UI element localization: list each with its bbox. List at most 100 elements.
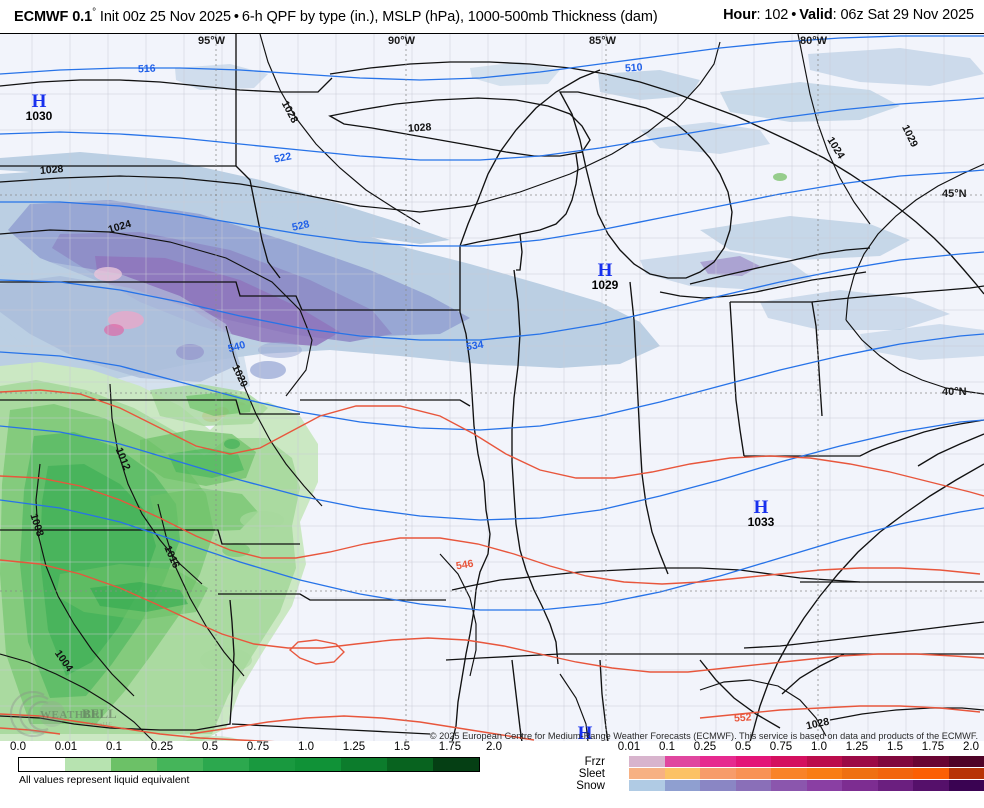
- sleet-swatch: [700, 768, 736, 779]
- lat-label-45n: 45°N: [942, 188, 967, 200]
- model-name: ECMWF 0.1: [14, 8, 93, 25]
- state-boundaries: [0, 34, 984, 742]
- rain-swatch: [295, 758, 341, 771]
- rain-tick: 2.0: [486, 741, 502, 753]
- thickness-contours-red: [0, 389, 984, 742]
- snow-swatch: [842, 780, 878, 791]
- frzr-swatch: [948, 756, 984, 767]
- pressure-center-high-2: H 1029: [591, 260, 619, 292]
- contour-label-516: 516: [137, 62, 156, 76]
- ptype-tick: 1.5: [887, 741, 903, 753]
- snow-swatch: [948, 780, 984, 791]
- contour-label-1028-b: 1028: [407, 121, 432, 135]
- sleet-swatch: [877, 768, 913, 779]
- high-symbol: H: [577, 723, 593, 742]
- ptype-colorbar-ticks: 0.01 0.1 0.25 0.5 0.75 1.0 1.25 1.5 1.75…: [505, 741, 984, 754]
- rain-colorbar-swatches: [18, 757, 480, 772]
- rain-colorbar-ticks: 0.0 0.01 0.1 0.25 0.5 0.75 1.0 1.25 1.5 …: [0, 741, 505, 754]
- rain-swatch: [433, 758, 479, 771]
- rain-swatch: [19, 758, 65, 771]
- header-title: ECMWF 0.1° Init 00z 25 Nov 2025 • 6-h QPF …: [14, 7, 658, 25]
- sleet-swatch: [735, 768, 771, 779]
- high-symbol: H: [597, 260, 613, 281]
- ptype-tick: 2.0: [963, 741, 979, 753]
- qpf-snow-shading: [0, 48, 984, 402]
- lon-label-80w: 80°W: [800, 35, 828, 47]
- header-valid-info: Hour: 102 • Valid: 06z Sat 29 Nov 2025: [723, 7, 974, 23]
- ptype-label-sleet: Sleet: [578, 768, 605, 780]
- rain-tick: 0.01: [54, 741, 78, 753]
- weatherbell-watermark: WEATHER BELL analytics LLC: [9, 691, 117, 737]
- qpf-rain-shading: [0, 173, 787, 742]
- sleet-colorbar-swatches: [629, 768, 984, 779]
- high-symbol: H: [753, 497, 769, 518]
- lon-label-95w: 95°W: [198, 35, 226, 47]
- svg-text:analytics LLC: analytics LLC: [86, 721, 112, 726]
- snow-swatch: [806, 780, 842, 791]
- thickness-contours-blue: [0, 35, 984, 611]
- frzr-swatch: [735, 756, 771, 767]
- header-bullet-1: •: [233, 8, 239, 25]
- field-description: 6-h QPF by type (in.), MSLP (hPa), 1000-…: [241, 8, 658, 25]
- rain-tick: 0.0: [10, 741, 26, 753]
- sleet-swatch: [664, 768, 700, 779]
- rain-tick: 0.75: [246, 741, 270, 753]
- valid-label: Valid: [799, 7, 833, 23]
- header-bar: ECMWF 0.1° Init 00z 25 Nov 2025 • 6-h QPF …: [0, 0, 984, 33]
- svg-text:WEATHER: WEATHER: [40, 709, 101, 721]
- sleet-swatch: [842, 768, 878, 779]
- mslp-contours: [0, 34, 984, 742]
- high-symbol: H: [31, 91, 47, 112]
- header-bullet-2: •: [791, 7, 797, 23]
- valid-value: 06z Sat 29 Nov 2025: [840, 7, 974, 23]
- ptype-tick: 0.25: [693, 741, 717, 753]
- degree-symbol: °: [92, 7, 96, 18]
- ecmwf-credit: © 2025 European Centre for Medium-Range …: [429, 731, 978, 741]
- frzr-swatch: [771, 756, 807, 767]
- rain-swatch: [249, 758, 295, 771]
- rain-swatch: [111, 758, 157, 771]
- ptype-tick: 1.25: [845, 741, 869, 753]
- rain-tick: 0.1: [106, 741, 122, 753]
- ptype-label-frzr: Frzr: [584, 756, 605, 768]
- ptype-tick: 0.5: [735, 741, 751, 753]
- map-canvas[interactable]: 95°W 90°W 85°W 80°W 45°N 40°N H 1030 H 1…: [0, 33, 984, 742]
- frzr-swatch: [664, 756, 700, 767]
- frzr-swatch: [806, 756, 842, 767]
- snow-swatch: [735, 780, 771, 791]
- sleet-swatch: [771, 768, 807, 779]
- contour-label-552: 552: [733, 711, 752, 725]
- graticule: [0, 34, 984, 742]
- contour-label-510: 510: [624, 61, 643, 75]
- sleet-swatch: [629, 768, 665, 779]
- init-time: Init 00z 25 Nov 2025: [99, 8, 231, 25]
- svg-text:BELL: BELL: [82, 706, 117, 721]
- pressure-center-high-3: H 1033: [748, 497, 775, 529]
- high-value: 1029: [591, 278, 619, 292]
- rain-tick: 1.0: [298, 741, 314, 753]
- sleet-swatch: [948, 768, 984, 779]
- lon-label-90w: 90°W: [388, 35, 416, 47]
- rain-tick: 0.25: [150, 741, 174, 753]
- snow-swatch: [700, 780, 736, 791]
- frzr-swatch: [629, 756, 665, 767]
- pressure-center-high-4: H: [577, 723, 593, 742]
- ptype-tick: 0.01: [617, 741, 641, 753]
- ptype-tick: 0.75: [769, 741, 793, 753]
- ptype-tick: 1.75: [921, 741, 945, 753]
- rain-swatch: [203, 758, 249, 771]
- frzr-swatch: [700, 756, 736, 767]
- rain-swatch: [387, 758, 433, 771]
- frzr-swatch: [913, 756, 949, 767]
- map-graphics: [0, 34, 984, 742]
- county-boundaries: [0, 34, 984, 742]
- snow-swatch: [629, 780, 665, 791]
- contour-label-1028-c: 1028: [39, 163, 64, 177]
- snow-swatch: [771, 780, 807, 791]
- sleet-swatch: [806, 768, 842, 779]
- ptype-label-snow: Snow: [576, 780, 605, 792]
- lat-label-40n: 40°N: [942, 386, 967, 398]
- rain-swatch: [341, 758, 387, 771]
- frzr-swatch: [842, 756, 878, 767]
